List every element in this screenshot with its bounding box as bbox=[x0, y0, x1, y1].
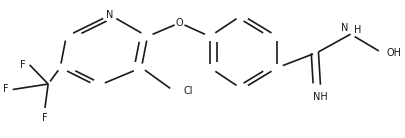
Text: NH: NH bbox=[312, 91, 327, 102]
Text: F: F bbox=[42, 113, 48, 123]
Text: F: F bbox=[20, 60, 26, 70]
Text: Cl: Cl bbox=[183, 86, 193, 96]
Text: F: F bbox=[3, 84, 9, 95]
Text: N: N bbox=[340, 23, 348, 34]
Text: OH: OH bbox=[386, 48, 401, 58]
Text: H: H bbox=[353, 25, 360, 35]
Text: N: N bbox=[106, 10, 113, 20]
Text: O: O bbox=[175, 18, 183, 28]
